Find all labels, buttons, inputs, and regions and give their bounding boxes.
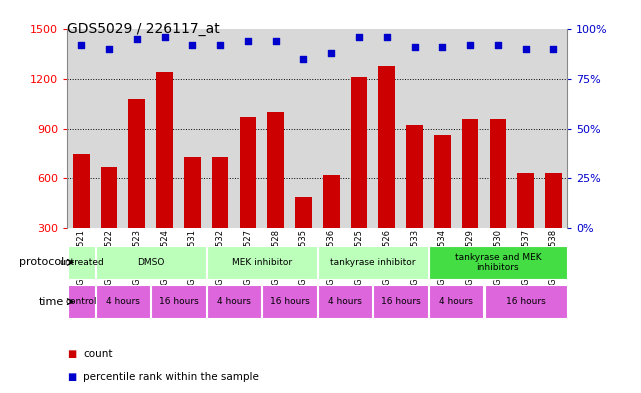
Bar	[262, 285, 317, 318]
Bar	[323, 175, 340, 228]
Bar	[73, 154, 90, 228]
Point	[465, 42, 475, 48]
Point	[326, 50, 337, 57]
Text: ■: ■	[67, 372, 76, 382]
Bar	[96, 246, 206, 279]
Bar	[295, 196, 312, 228]
Bar	[517, 173, 534, 228]
Point	[410, 44, 420, 50]
Point	[354, 34, 364, 40]
Text: percentile rank within the sample: percentile rank within the sample	[83, 372, 259, 382]
Text: 16 hours: 16 hours	[270, 297, 310, 306]
Point	[381, 34, 392, 40]
Bar	[351, 77, 367, 228]
Bar	[212, 157, 228, 228]
Point	[243, 38, 253, 44]
Text: GDS5029 / 226117_at: GDS5029 / 226117_at	[67, 22, 220, 36]
Bar	[378, 66, 395, 228]
Bar	[485, 285, 567, 318]
Bar	[406, 125, 423, 228]
Text: 16 hours: 16 hours	[381, 297, 420, 306]
Point	[104, 46, 114, 52]
Text: DMSO: DMSO	[137, 258, 164, 267]
Text: control: control	[65, 297, 97, 306]
Point	[520, 46, 531, 52]
Bar	[240, 117, 256, 228]
Bar	[318, 285, 372, 318]
Point	[548, 46, 558, 52]
Point	[187, 42, 197, 48]
Point	[493, 42, 503, 48]
Bar	[318, 246, 428, 279]
Point	[160, 34, 170, 40]
Text: time: time	[39, 297, 64, 307]
Point	[131, 36, 142, 42]
Text: tankyrase inhibitor: tankyrase inhibitor	[330, 258, 415, 267]
Bar	[68, 285, 94, 318]
Bar	[462, 119, 478, 228]
Bar	[151, 285, 206, 318]
Bar	[374, 285, 428, 318]
Point	[271, 38, 281, 44]
Point	[298, 56, 308, 62]
Point	[215, 42, 225, 48]
Text: untreated: untreated	[59, 258, 104, 267]
Bar	[545, 173, 562, 228]
Text: 4 hours: 4 hours	[439, 297, 473, 306]
Bar	[96, 285, 150, 318]
Text: MEK inhibitor: MEK inhibitor	[231, 258, 292, 267]
Bar	[207, 285, 261, 318]
Text: 4 hours: 4 hours	[328, 297, 362, 306]
Text: 4 hours: 4 hours	[217, 297, 251, 306]
Bar	[267, 112, 284, 228]
Point	[76, 42, 87, 48]
Text: 16 hours: 16 hours	[506, 297, 545, 306]
Bar	[207, 246, 317, 279]
Bar	[68, 246, 94, 279]
Bar	[184, 157, 201, 228]
Text: 16 hours: 16 hours	[158, 297, 198, 306]
Bar	[429, 285, 483, 318]
Text: tankyrase and MEK
inhibitors: tankyrase and MEK inhibitors	[454, 253, 541, 272]
Text: 4 hours: 4 hours	[106, 297, 140, 306]
Bar	[490, 119, 506, 228]
Bar	[434, 135, 451, 228]
Text: ■: ■	[67, 349, 76, 359]
Text: count: count	[83, 349, 113, 359]
Bar	[156, 72, 173, 228]
Text: protocol: protocol	[19, 257, 64, 267]
Bar	[101, 167, 117, 228]
Point	[437, 44, 447, 50]
Bar	[429, 246, 567, 279]
Bar	[128, 99, 145, 228]
